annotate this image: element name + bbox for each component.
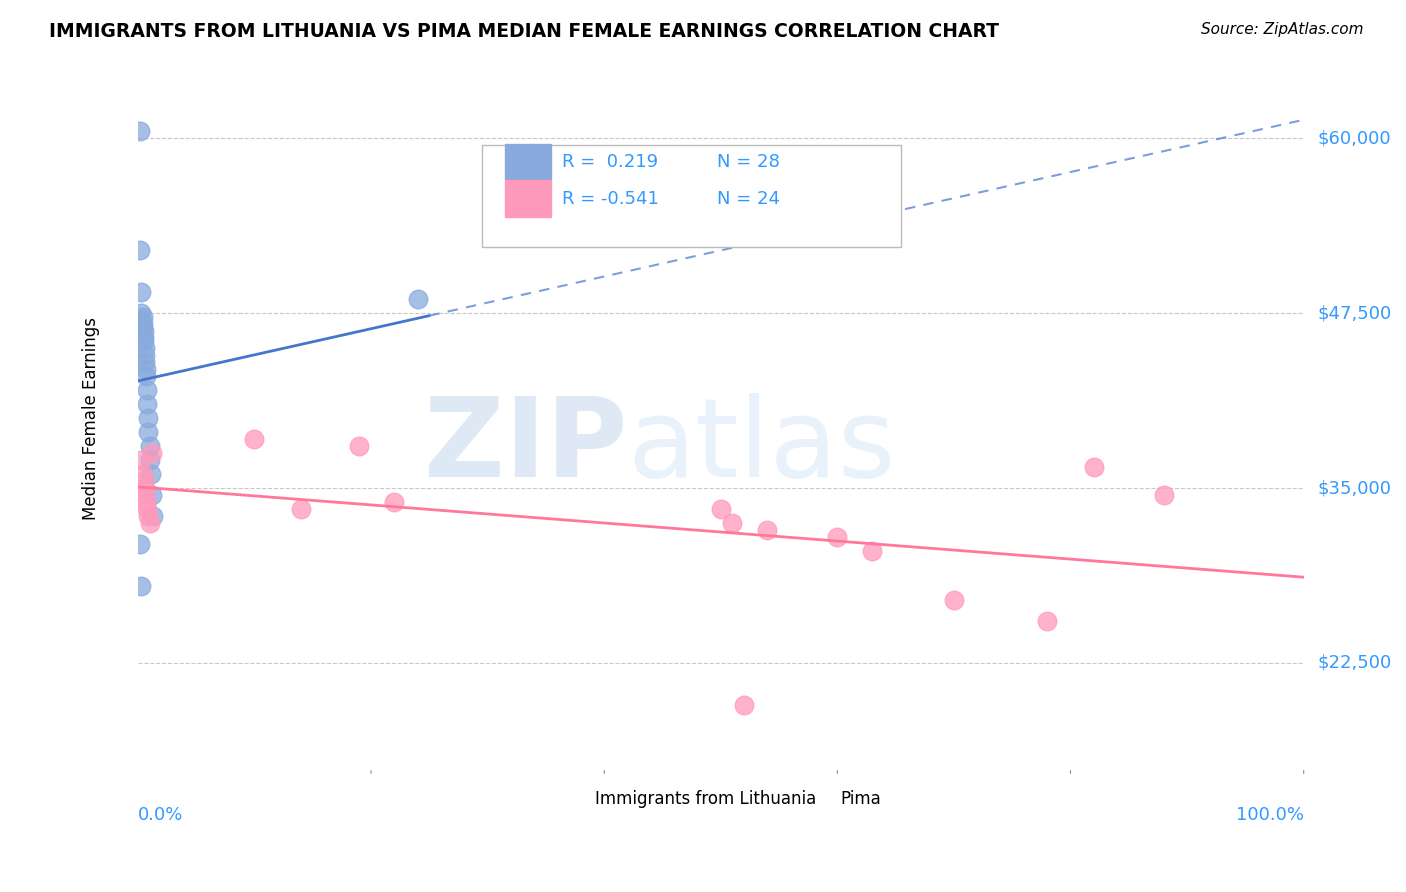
Text: Pima: Pima xyxy=(841,790,882,808)
Text: R = -0.541: R = -0.541 xyxy=(562,190,659,208)
Point xyxy=(131,316,153,330)
Point xyxy=(132,325,155,339)
Point xyxy=(142,508,165,523)
Point xyxy=(382,495,405,509)
Point xyxy=(141,446,163,460)
Point xyxy=(138,425,160,439)
Point xyxy=(138,439,160,453)
Point xyxy=(131,467,153,481)
Text: N = 24: N = 24 xyxy=(717,190,780,208)
Text: Source: ZipAtlas.com: Source: ZipAtlas.com xyxy=(1201,22,1364,37)
Point xyxy=(129,244,152,258)
Point xyxy=(131,453,153,467)
Point xyxy=(136,383,159,397)
Point xyxy=(135,369,157,384)
Text: IMMIGRANTS FROM LITHUANIA VS PIMA MEDIAN FEMALE EARNINGS CORRELATION CHART: IMMIGRANTS FROM LITHUANIA VS PIMA MEDIAN… xyxy=(49,22,1000,41)
Point xyxy=(131,306,153,320)
Text: $60,000: $60,000 xyxy=(1317,129,1392,147)
Point xyxy=(942,593,965,607)
FancyBboxPatch shape xyxy=(793,787,835,812)
Text: $22,500: $22,500 xyxy=(1317,654,1392,672)
Point xyxy=(135,362,157,376)
Text: 0.0%: 0.0% xyxy=(138,806,183,824)
Text: 100.0%: 100.0% xyxy=(1236,806,1303,824)
FancyBboxPatch shape xyxy=(482,145,901,247)
Point xyxy=(349,439,371,453)
Point xyxy=(131,313,153,327)
Point xyxy=(136,502,159,516)
Point xyxy=(138,453,160,467)
Point xyxy=(129,124,152,138)
Point xyxy=(131,579,153,593)
Point xyxy=(721,516,744,530)
Text: R =  0.219: R = 0.219 xyxy=(562,153,658,171)
Point xyxy=(134,481,156,495)
Point xyxy=(1083,460,1105,475)
Text: N = 28: N = 28 xyxy=(717,153,780,171)
Point xyxy=(1153,488,1175,502)
Point xyxy=(129,537,152,551)
Text: ZIP: ZIP xyxy=(425,392,627,500)
Point xyxy=(139,467,162,481)
Point xyxy=(827,530,849,544)
Point xyxy=(132,474,155,488)
Point xyxy=(138,516,160,530)
Text: atlas: atlas xyxy=(627,392,896,500)
FancyBboxPatch shape xyxy=(505,180,551,217)
Point xyxy=(733,698,755,712)
Point xyxy=(243,432,266,446)
Point xyxy=(134,488,156,502)
Point xyxy=(131,310,153,325)
Point xyxy=(134,341,156,355)
Point xyxy=(135,495,157,509)
Point xyxy=(136,397,159,411)
Point xyxy=(138,411,160,425)
Point xyxy=(131,320,153,334)
Text: Median Female Earnings: Median Female Earnings xyxy=(83,317,100,520)
Text: $35,000: $35,000 xyxy=(1317,479,1392,497)
Point xyxy=(132,330,155,344)
Text: $47,500: $47,500 xyxy=(1317,304,1392,322)
Point xyxy=(860,544,883,558)
FancyBboxPatch shape xyxy=(505,144,551,180)
Point xyxy=(134,348,156,362)
Point xyxy=(134,355,156,369)
Point xyxy=(138,508,160,523)
Point xyxy=(1036,614,1059,628)
Point xyxy=(132,334,155,349)
Point xyxy=(710,502,733,516)
Point xyxy=(290,502,312,516)
Point xyxy=(131,285,153,300)
Point xyxy=(141,488,163,502)
Text: Immigrants from Lithuania: Immigrants from Lithuania xyxy=(595,790,815,808)
FancyBboxPatch shape xyxy=(548,787,591,812)
Point xyxy=(756,523,779,537)
Point xyxy=(406,292,429,306)
